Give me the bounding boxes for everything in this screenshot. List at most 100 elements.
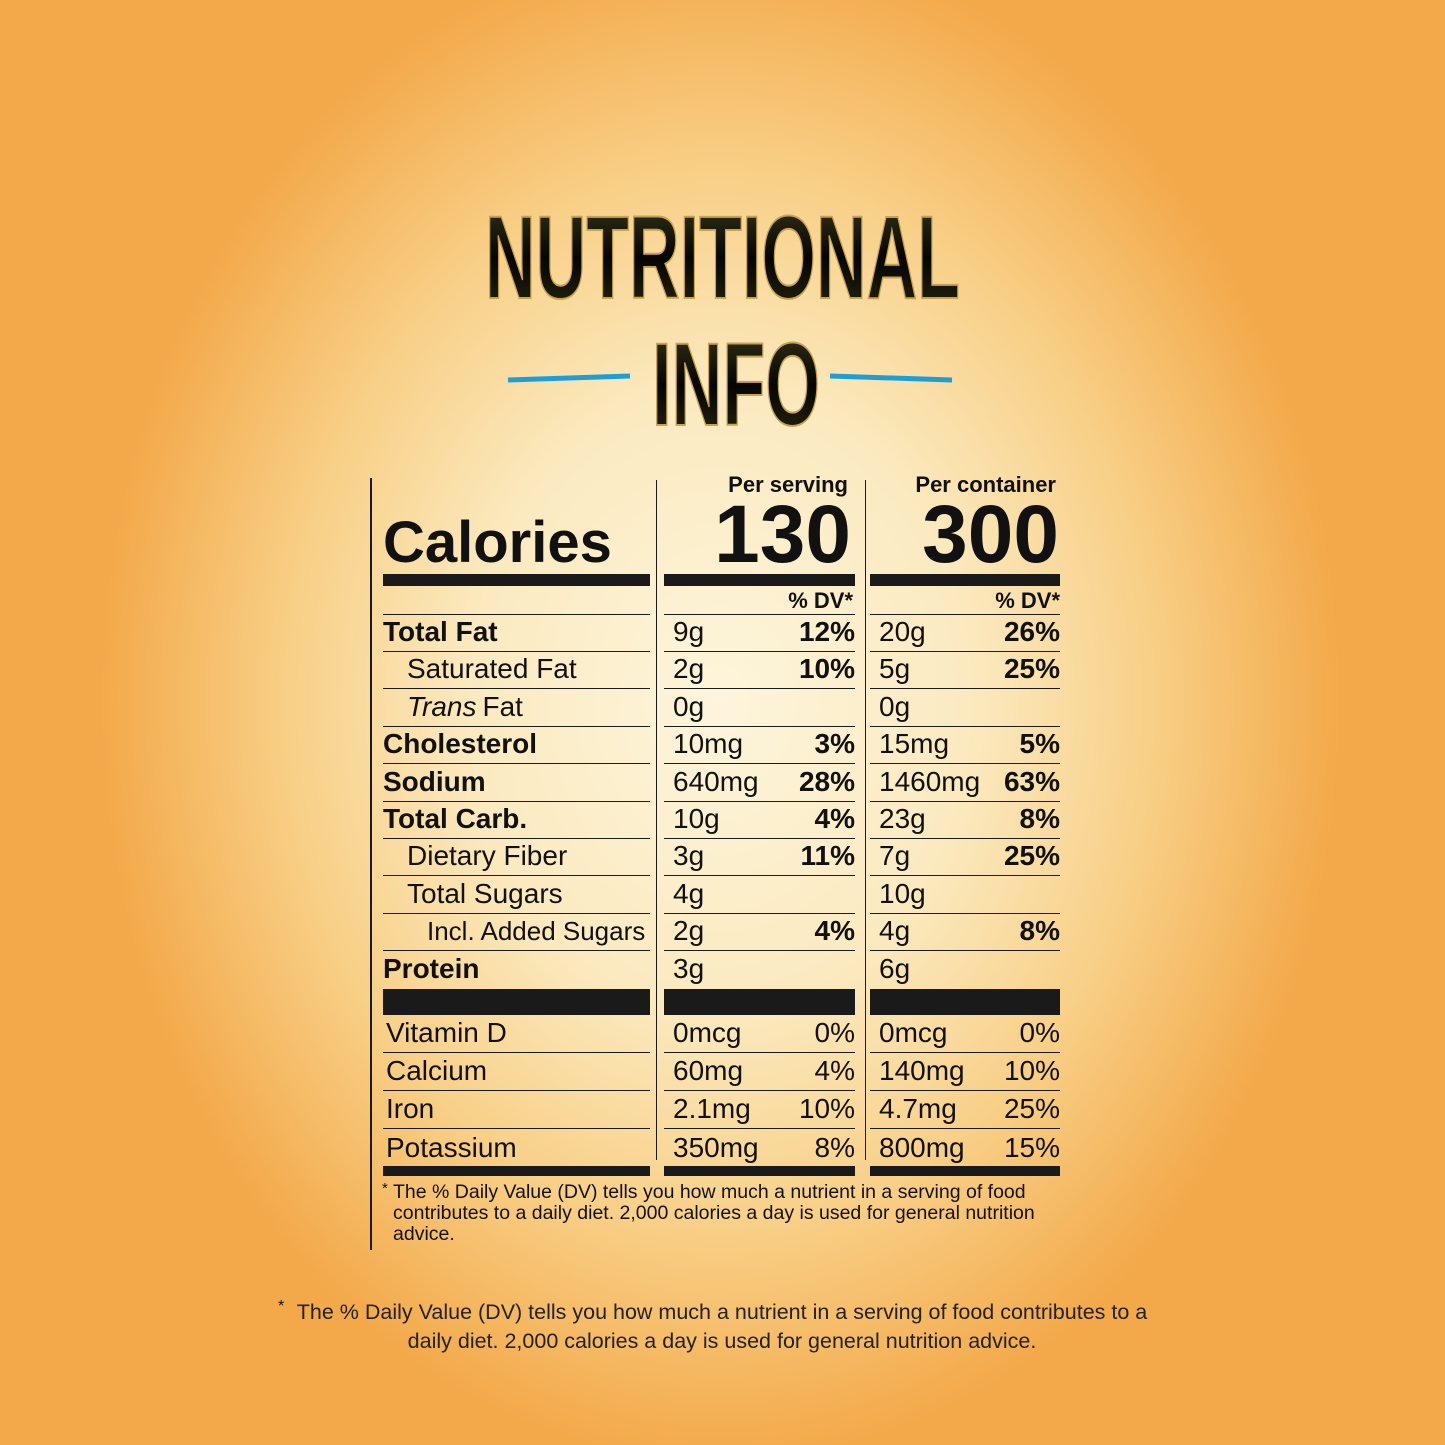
- daily-value: 8%: [1019, 915, 1060, 947]
- amount: 10g: [673, 803, 720, 834]
- amount: 0g: [673, 690, 705, 722]
- amount: 20g: [879, 616, 926, 647]
- daily-value: 12%: [798, 616, 855, 647]
- thick-rule: [870, 1166, 1060, 1176]
- calories-value: 130: [714, 489, 851, 580]
- amount: 350mg: [673, 1131, 759, 1163]
- nutrient-name: Calcium: [386, 1055, 488, 1087]
- thin-rule: [383, 763, 650, 765]
- thick-rule: [383, 574, 650, 586]
- thin-rule: [383, 800, 650, 802]
- amount: 2.1mg: [673, 1093, 751, 1125]
- thin-rule: [870, 688, 1060, 690]
- daily-value: 0%: [814, 1017, 855, 1048]
- amount: 2g: [673, 915, 705, 947]
- daily-value: 26%: [1003, 616, 1060, 647]
- nutrient-name-rest: Fat: [482, 690, 523, 722]
- thin-rule: [870, 763, 1060, 765]
- daily-value: 10%: [798, 653, 855, 685]
- amount: 140mg: [879, 1055, 965, 1087]
- amount: 7g: [879, 840, 911, 872]
- thin-rule: [383, 1090, 650, 1092]
- amount: 4.7mg: [879, 1093, 957, 1125]
- thin-rule: [870, 1128, 1060, 1130]
- daily-value: 5%: [1019, 728, 1060, 760]
- thin-rule: [870, 950, 1060, 952]
- page-footnote: The % Daily Value (DV) tells you how muc…: [296, 1300, 1148, 1353]
- thin-rule: [383, 875, 650, 877]
- nutrient-name: Protein: [383, 952, 480, 984]
- nutrient-name-italic: Trans: [407, 690, 477, 722]
- thin-rule: [870, 875, 1060, 877]
- calories-label: Calories: [383, 510, 612, 575]
- thin-rule: [664, 688, 855, 690]
- daily-value: 25%: [1003, 840, 1060, 872]
- daily-value: 10%: [798, 1093, 855, 1125]
- nutrient-name: Potassium: [386, 1131, 517, 1163]
- thin-rule: [383, 651, 650, 652]
- amount: 800mg: [879, 1131, 965, 1163]
- thin-rule: [383, 614, 650, 615]
- amount: 640mg: [673, 765, 759, 797]
- thin-rule: [383, 838, 650, 839]
- thin-rule: [870, 1052, 1060, 1053]
- thin-rule: [383, 1128, 650, 1130]
- daily-value: 4%: [814, 1055, 855, 1087]
- daily-value: 8%: [814, 1131, 855, 1163]
- nutrient-name: Total Carb.: [383, 803, 528, 834]
- nutrient-name: Iron: [386, 1093, 435, 1125]
- amount: 3g: [673, 952, 705, 984]
- amount: 10mg: [673, 728, 744, 760]
- thin-rule: [664, 614, 855, 615]
- daily-value: 4%: [814, 915, 855, 947]
- daily-value: 11%: [800, 840, 856, 872]
- thin-rule: [664, 950, 855, 952]
- thick-rule: [664, 1166, 855, 1176]
- thin-rule: [383, 688, 650, 690]
- amount: 10g: [879, 877, 926, 909]
- column-divider: [656, 480, 657, 1160]
- amount: 0mcg: [879, 1017, 948, 1048]
- label-border: [370, 478, 372, 1250]
- amount: 23g: [879, 803, 926, 834]
- thin-rule: [664, 1052, 855, 1053]
- thin-rule: [664, 800, 855, 802]
- daily-value: 0%: [1019, 1017, 1060, 1048]
- dv-header: % DV*: [788, 588, 853, 613]
- title-rule: [507, 373, 631, 383]
- amount: 2g: [673, 653, 705, 685]
- amount: 4g: [879, 915, 911, 947]
- dv-header: % DV*: [995, 588, 1060, 613]
- thick-rule: [383, 1166, 650, 1176]
- amount: 60mg: [673, 1055, 744, 1087]
- title-rule: [829, 373, 953, 383]
- nutrient-name: Sodium: [383, 765, 486, 797]
- thin-rule: [870, 725, 1060, 727]
- amount: 3g: [673, 840, 705, 872]
- amount: 1460mg: [879, 765, 981, 797]
- nutrient-name: Vitamin D: [386, 1017, 507, 1048]
- nutrient-name: Incl. Added Sugars: [427, 916, 646, 947]
- daily-value: 4%: [814, 803, 855, 834]
- thin-rule: [664, 838, 855, 839]
- daily-value: 10%: [1003, 1055, 1060, 1087]
- daily-value: 25%: [1003, 1093, 1060, 1125]
- calories-value: 300: [922, 489, 1059, 580]
- daily-value: 15%: [1003, 1131, 1060, 1163]
- footnote-mark: *: [278, 1298, 285, 1315]
- thin-rule: [870, 838, 1060, 839]
- thick-rule: [664, 989, 855, 1015]
- amount: 15mg: [879, 728, 950, 760]
- thick-rule: [664, 574, 855, 586]
- thin-rule: [664, 763, 855, 765]
- thin-rule: [870, 614, 1060, 615]
- title-art: NUTRITIONAL INFO: [484, 191, 961, 452]
- thin-rule: [664, 1128, 855, 1130]
- column-header: Per serving: [728, 472, 848, 497]
- daily-value: 8%: [1019, 803, 1060, 834]
- nutrient-name: Dietary Fiber: [407, 840, 568, 872]
- daily-value: 63%: [1003, 765, 1060, 797]
- amount: 6g: [879, 952, 911, 984]
